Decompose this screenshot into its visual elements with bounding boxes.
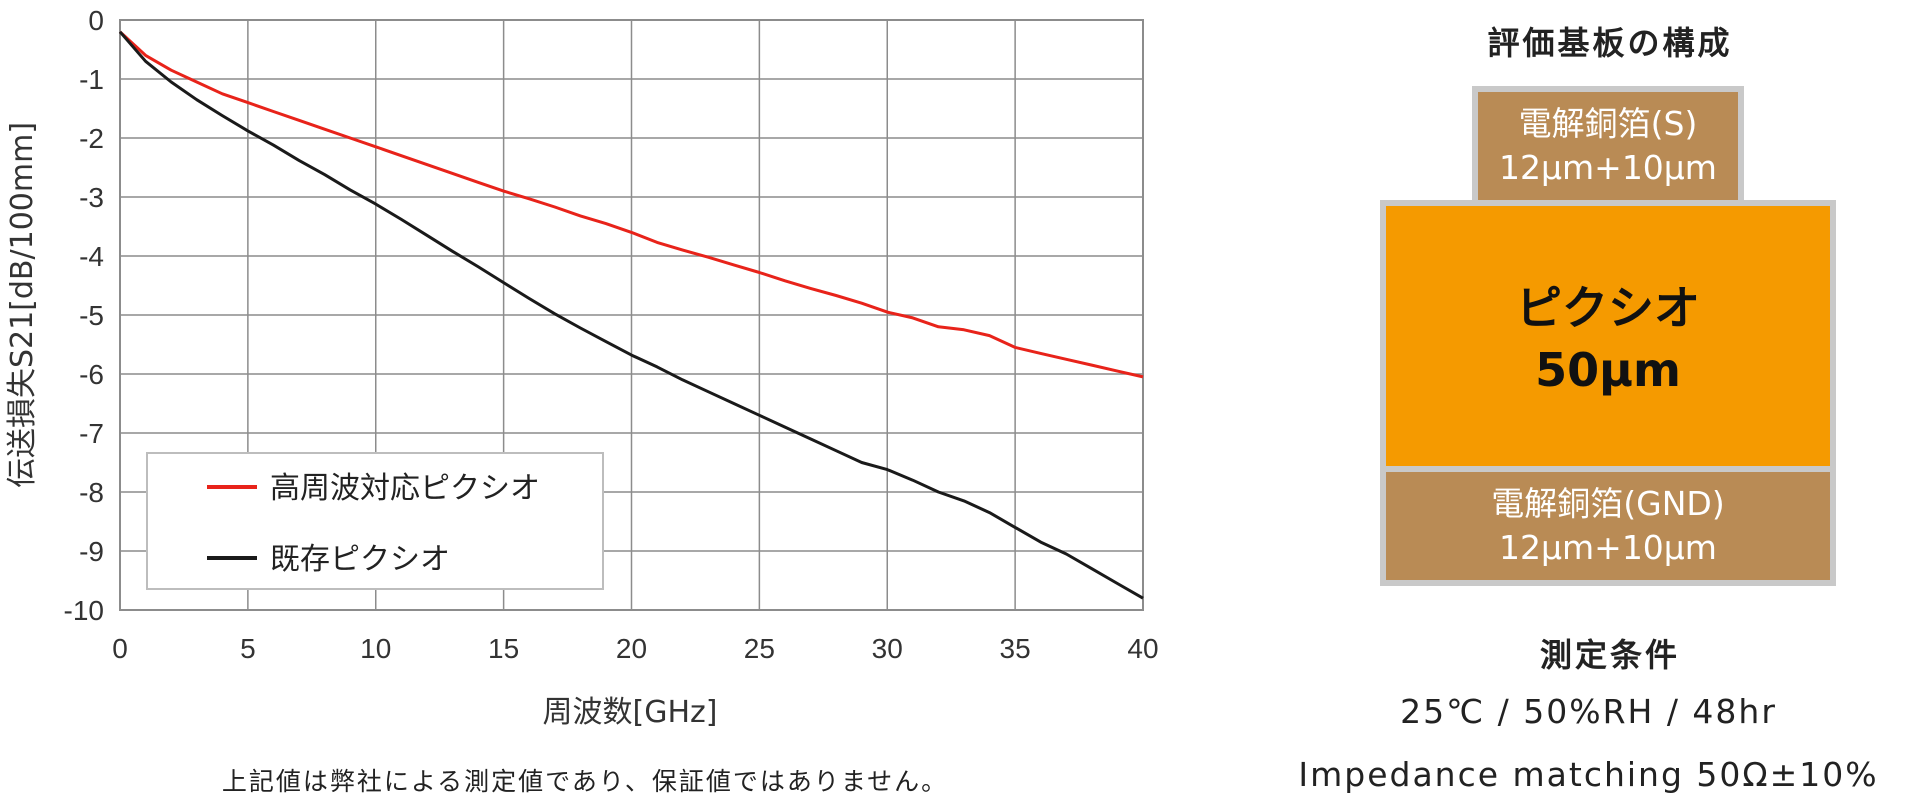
top-copper-name: 電解銅箔(S) bbox=[1518, 104, 1698, 143]
series-line-1 bbox=[118, 30, 1144, 379]
measurement-disclaimer: 上記値は弊社による測定値であり、保証値ではありません。 bbox=[221, 767, 949, 796]
y-tick-label: -3 bbox=[79, 182, 104, 213]
x-axis-title: 周波数[GHz] bbox=[543, 695, 718, 730]
y-tick-label: -8 bbox=[79, 477, 104, 508]
conditions-environment: 25℃ / 50%RH / 48hr bbox=[1400, 692, 1777, 731]
bottom-copper-thickness: 12μm+10μm bbox=[1499, 528, 1717, 567]
x-tick-label: 40 bbox=[1127, 633, 1158, 664]
x-tick-label: 15 bbox=[488, 633, 519, 664]
y-tick-label: -5 bbox=[79, 300, 104, 331]
y-tick-label: -4 bbox=[79, 241, 104, 272]
y-tick-labels: 0 -1 -2 -3 -4 -5 -6 -7 -8 -9 -10 bbox=[64, 5, 104, 626]
x-tick-label: 25 bbox=[744, 633, 775, 664]
bottom-copper-layer: 電解銅箔(GND) 12μm+10μm bbox=[1380, 466, 1836, 586]
plot-frame bbox=[119, 19, 1144, 611]
x-tick-label: 35 bbox=[1000, 633, 1031, 664]
y-tick-label: 0 bbox=[88, 5, 104, 36]
bottom-copper-name: 電解銅箔(GND) bbox=[1491, 484, 1725, 523]
top-copper-thickness: 12μm+10μm bbox=[1499, 148, 1717, 187]
conditions-title: 測定条件 bbox=[1539, 636, 1680, 674]
core-thickness: 50μm bbox=[1535, 343, 1681, 397]
y-tick-label: -6 bbox=[79, 359, 104, 390]
x-tick-label: 30 bbox=[872, 633, 903, 664]
conditions-impedance: Impedance matching 50Ω±10% bbox=[1298, 755, 1879, 794]
y-tick-label: -9 bbox=[79, 536, 104, 567]
core-name: ピクシオ bbox=[1516, 281, 1700, 335]
y-tick-label: -2 bbox=[79, 123, 104, 154]
legend-label-series-2: 既存ピクシオ bbox=[270, 542, 450, 577]
x-tick-labels: 0 5 10 15 20 25 30 35 40 bbox=[112, 633, 1158, 664]
x-tick-label: 5 bbox=[240, 633, 256, 664]
x-tick-label: 20 bbox=[616, 633, 647, 664]
y-tick-label: -1 bbox=[79, 64, 104, 95]
series-lines bbox=[118, 30, 1144, 600]
chart-grid bbox=[119, 19, 1144, 611]
top-copper-layer: 電解銅箔(S) 12μm+10μm bbox=[1472, 86, 1744, 206]
core-layer: ピクシオ 50μm bbox=[1380, 200, 1836, 478]
y-axis-title: 伝送損失S21[dB/100mm] bbox=[5, 122, 40, 488]
x-tick-label: 0 bbox=[112, 633, 128, 664]
y-tick-label: -10 bbox=[64, 595, 104, 626]
y-tick-label: -7 bbox=[79, 418, 104, 449]
series-line-2 bbox=[118, 30, 1144, 600]
legend-box bbox=[146, 452, 604, 590]
stackup-title: 評価基板の構成 bbox=[1487, 24, 1733, 62]
chart-legend: 高周波対応ピクシオ 既存ピクシオ bbox=[146, 452, 604, 590]
x-tick-label: 10 bbox=[360, 633, 391, 664]
legend-label-series-1: 高周波対応ピクシオ bbox=[270, 471, 540, 506]
transmission-loss-chart: 0-1-2-3-4-5-6-7-8-9-10 0 5 10 15 20 25 30 35 40 … bbox=[5, 5, 1159, 730]
